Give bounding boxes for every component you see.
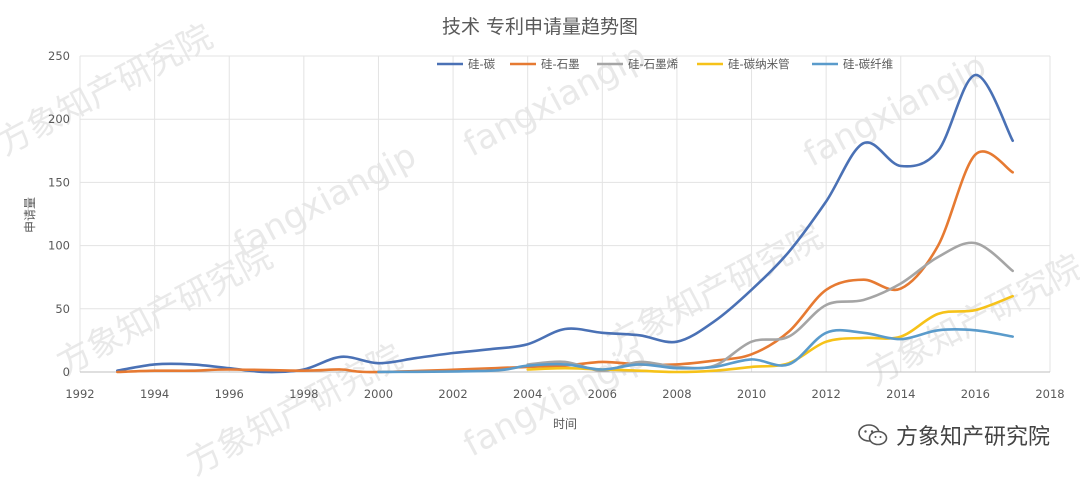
y-tick-label: 150 <box>48 175 70 189</box>
legend: 硅-碳 硅-石墨 硅-石墨烯 硅-碳纳米管 硅-碳纤维 <box>437 57 893 71</box>
series-lines <box>116 73 1014 374</box>
y-axis-label: 申请量 <box>23 197 37 233</box>
y-tick-label: 50 <box>55 302 70 316</box>
x-tick-label: 1992 <box>65 387 94 401</box>
y-tick-label: 0 <box>63 365 70 379</box>
x-tick-label: 2014 <box>886 387 915 401</box>
x-tick-label: 2000 <box>364 387 393 401</box>
x-tick-label: 2016 <box>961 387 990 401</box>
watermark-text: 方象知产研究院 <box>0 17 219 164</box>
x-tick-label: 2006 <box>588 387 617 401</box>
x-tick-label: 2008 <box>662 387 691 401</box>
y-tick-label: 100 <box>48 239 70 253</box>
legend-label: 硅-石墨烯 <box>628 57 678 71</box>
x-tick-label: 1994 <box>140 387 169 401</box>
series-line-5 <box>377 328 1014 374</box>
legend-label: 硅-碳 <box>468 57 496 71</box>
watermark-text: fangxiangip <box>457 36 653 165</box>
legend-label: 硅-碳纳米管 <box>728 57 790 71</box>
wechat-icon <box>858 424 888 446</box>
y-axis-ticks: 0 50 100 150 200 250 <box>48 49 70 379</box>
legend-label: 硅-石墨 <box>541 57 580 71</box>
x-tick-label: 2002 <box>438 387 467 401</box>
watermark-layer: 方象知产研究院 fangxiangip 方象知产研究院 fangxiangip 方象知产… <box>0 17 1080 483</box>
series-line-1 <box>116 73 1014 374</box>
y-tick-label: 250 <box>48 49 70 63</box>
chart-title: 技术 专利申请量趋势图 <box>442 16 638 38</box>
y-tick-label: 200 <box>48 112 70 126</box>
gridlines <box>79 55 1051 372</box>
legend-label: 硅-碳纤维 <box>843 57 893 71</box>
x-tick-label: 2010 <box>737 387 766 401</box>
x-tick-label: 2018 <box>1035 387 1064 401</box>
watermark-text: fangxiangip <box>457 336 653 465</box>
brand-logo: 方象知产研究院 <box>858 419 1050 451</box>
watermark-text: 方象知产研究院 <box>180 337 409 483</box>
x-tick-label: 1998 <box>289 387 318 401</box>
x-tick-label: 1996 <box>215 387 244 401</box>
x-axis-label: 时间 <box>553 417 577 431</box>
x-tick-label: 2004 <box>513 387 542 401</box>
brand-name: 方象知产研究院 <box>895 425 1050 450</box>
watermark-text: 方象知产研究院 <box>50 237 279 384</box>
x-axis-ticks: 1992 1994 1996 1998 2000 2002 2004 2006 2008 2010… <box>65 387 1064 401</box>
x-tick-label: 2012 <box>812 387 841 401</box>
